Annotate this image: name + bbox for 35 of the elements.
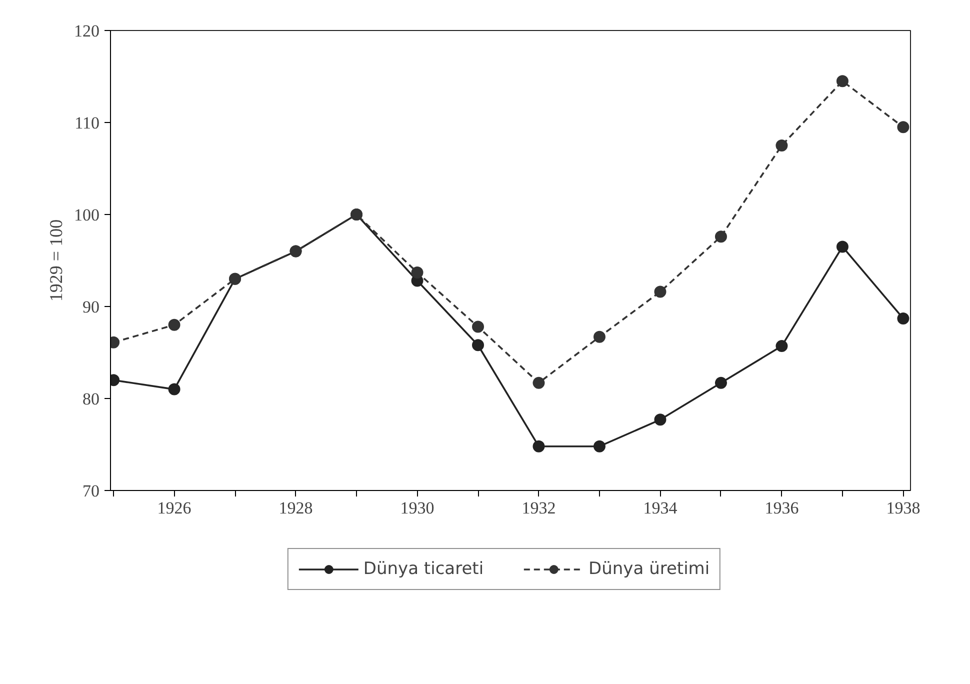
point <box>776 140 788 152</box>
point <box>776 340 788 352</box>
y-tick-label: 70 <box>82 482 100 500</box>
point <box>897 121 910 134</box>
legend-label: Dünya ticareti <box>363 558 484 578</box>
x-tick-label: 1926 <box>157 498 192 518</box>
x-tick-label: 1936 <box>764 498 799 518</box>
point <box>532 440 545 452</box>
point <box>168 383 180 396</box>
point <box>168 318 180 331</box>
x-tick-label: 1930 <box>400 498 434 518</box>
x-tick-label: 1932 <box>522 498 556 518</box>
y-tick-label: 100 <box>74 206 100 224</box>
point <box>472 339 484 352</box>
point <box>411 266 424 278</box>
point <box>593 440 606 452</box>
x-tick-label: 1938 <box>886 498 920 518</box>
point <box>654 414 666 426</box>
point <box>897 312 910 324</box>
x-tick-label: 1928 <box>278 498 313 518</box>
y-tick-label: 90 <box>82 298 100 316</box>
point <box>593 330 606 343</box>
point <box>714 230 727 243</box>
point <box>836 240 848 253</box>
point <box>836 75 848 88</box>
legend-label: Dünya üretimi <box>588 558 710 578</box>
y-tick-label: 80 <box>82 390 100 408</box>
y-axis-title: 1929 = 100 <box>46 219 66 302</box>
point <box>532 376 545 389</box>
y-tick-label: 120 <box>74 22 100 40</box>
x-tick-label: 1934 <box>643 498 678 518</box>
y-tick-label: 110 <box>74 114 100 132</box>
point <box>714 376 727 389</box>
point <box>654 286 666 298</box>
point <box>472 320 484 333</box>
